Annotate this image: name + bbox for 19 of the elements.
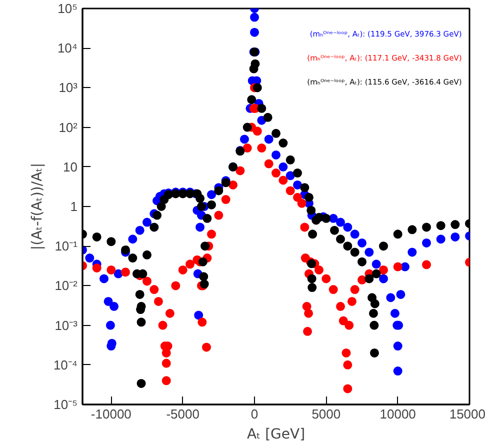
- y-tick-label: 10⁵: [58, 1, 78, 16]
- y-tick-label: 10⁻⁴: [53, 357, 78, 372]
- y-tick-label: 1: [70, 199, 78, 214]
- y-tick-label: 10⁻³: [54, 318, 78, 333]
- y-axis-title: |(Aₜ-f(Aₜ))/Aₜ|: [29, 162, 46, 250]
- x-tick-label: 5000: [312, 406, 341, 422]
- y-tick-label: 10⁻¹: [54, 238, 78, 254]
- y-tick-label: 10⁴: [57, 40, 78, 56]
- y-tick-label: 10⁻⁵: [54, 397, 78, 412]
- y-tick-label: 10⁻²: [54, 278, 78, 294]
- x-tick-label: 10000: [380, 406, 416, 422]
- x-tick-label: 0: [250, 406, 258, 422]
- x-tick-label: -10000: [90, 406, 132, 422]
- y-tick-label: 10³: [58, 80, 78, 96]
- y-tick-label: 10²: [58, 120, 78, 135]
- x-tick-label: 15000: [449, 406, 485, 422]
- y-tick-label: 10: [63, 159, 78, 174]
- x-axis-title: Aₜ [GeV]: [246, 426, 306, 442]
- x-tick-label: -5000: [166, 406, 200, 422]
